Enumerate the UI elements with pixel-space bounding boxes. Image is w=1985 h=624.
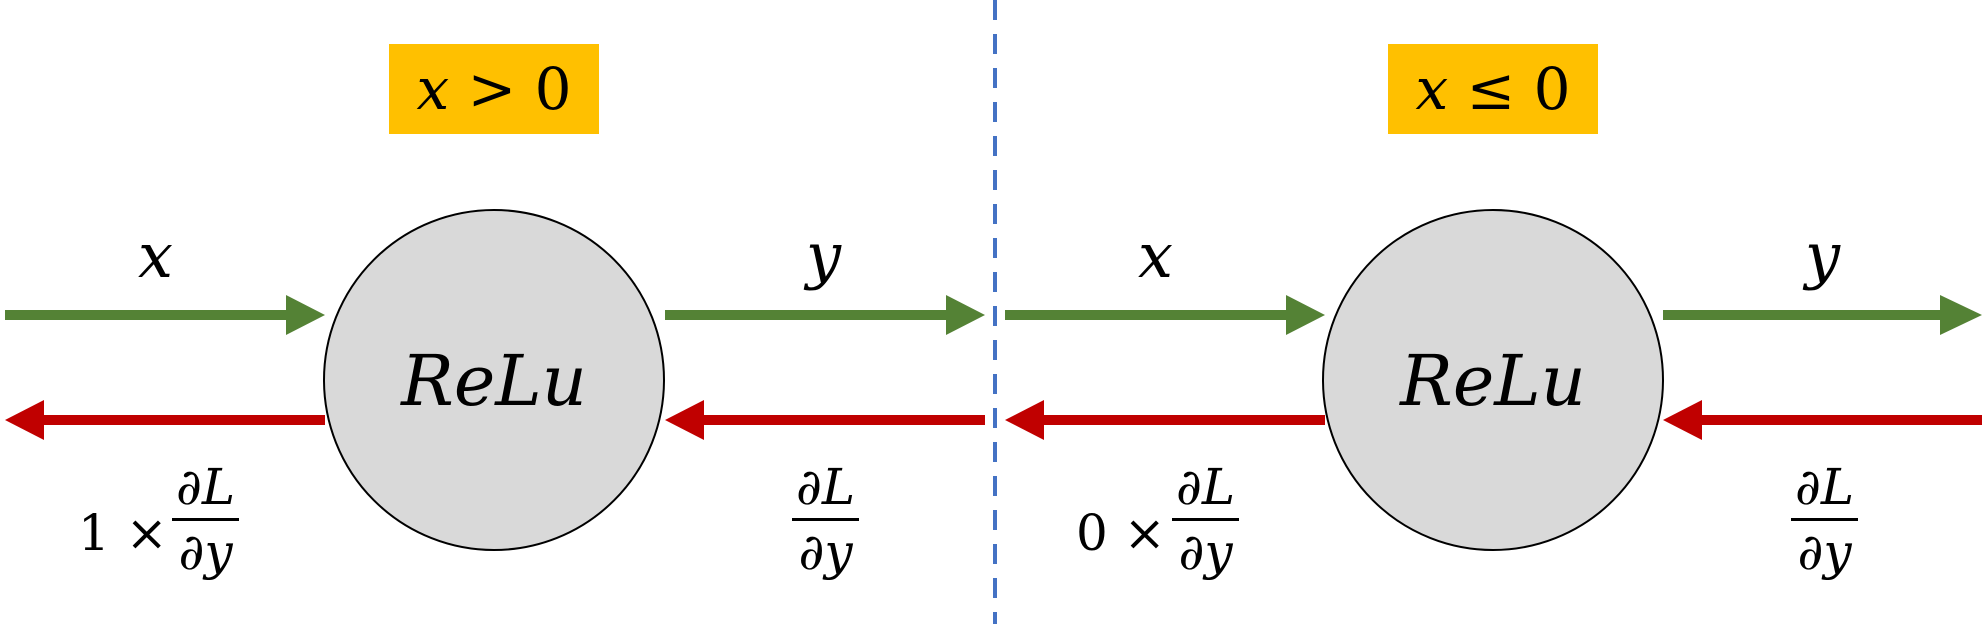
- right-condition-val: 0: [1533, 55, 1571, 123]
- left-backward-input-arrowhead: [665, 400, 704, 440]
- right-backward-out-bar: [1172, 518, 1240, 521]
- right-backward-input-arrowhead: [1663, 400, 1702, 440]
- left-condition: x > 0: [416, 55, 571, 123]
- left-backward-out-num: ∂L: [176, 458, 236, 516]
- left-output-label: y: [806, 219, 842, 292]
- left-condition-box: x > 0: [389, 44, 599, 134]
- right-condition-box: x ≤ 0: [1388, 44, 1598, 134]
- right-forward-input-arrowhead: [1286, 295, 1325, 335]
- left-condition-var: x: [416, 55, 450, 123]
- left-backward-in-bar: [792, 518, 860, 521]
- right-backward-out-fraction: ∂L ∂y: [1172, 458, 1240, 581]
- right-backward-out-num: ∂L: [1176, 458, 1236, 516]
- right-condition-op: ≤: [1466, 55, 1516, 123]
- right-backward-in-bar: [1791, 518, 1859, 521]
- right-condition: x ≤ 0: [1415, 55, 1570, 123]
- left-relu-label: ReLu: [401, 340, 587, 422]
- left-backward-out-fraction: ∂L ∂y: [172, 458, 240, 581]
- right-condition-var: x: [1415, 55, 1449, 123]
- left-backward-coef: 1 ×: [78, 504, 168, 562]
- left-forward-output-arrowhead: [946, 295, 985, 335]
- right-backward-in-fraction: ∂L ∂y: [1791, 458, 1859, 581]
- right-backward-in-num: ∂L: [1795, 458, 1855, 516]
- left-backward-out-den: ∂y: [178, 523, 233, 581]
- left-backward-output-arrowhead: [5, 400, 44, 440]
- right-backward-output-arrowhead: [1005, 400, 1044, 440]
- right-backward-in-den: ∂y: [1797, 523, 1852, 581]
- right-output-label: y: [1805, 219, 1841, 292]
- right-backward-coef: 0 ×: [1076, 504, 1166, 562]
- right-relu-label: ReLu: [1400, 340, 1586, 422]
- left-relu-node: [323, 209, 665, 551]
- left-condition-op: >: [467, 55, 517, 123]
- right-backward-out-den: ∂y: [1178, 523, 1233, 581]
- right-relu-node: [1322, 209, 1664, 551]
- right-input-label: x: [1138, 219, 1173, 292]
- left-backward-out-bar: [172, 518, 240, 521]
- left-backward-in-den: ∂y: [798, 523, 853, 581]
- left-condition-val: 0: [534, 55, 572, 123]
- left-forward-input-arrowhead: [286, 295, 325, 335]
- right-forward-output-arrowhead: [1940, 295, 1982, 335]
- left-input-label: x: [138, 219, 173, 292]
- left-backward-in-num: ∂L: [796, 458, 856, 516]
- left-backward-in-fraction: ∂L ∂y: [792, 458, 860, 581]
